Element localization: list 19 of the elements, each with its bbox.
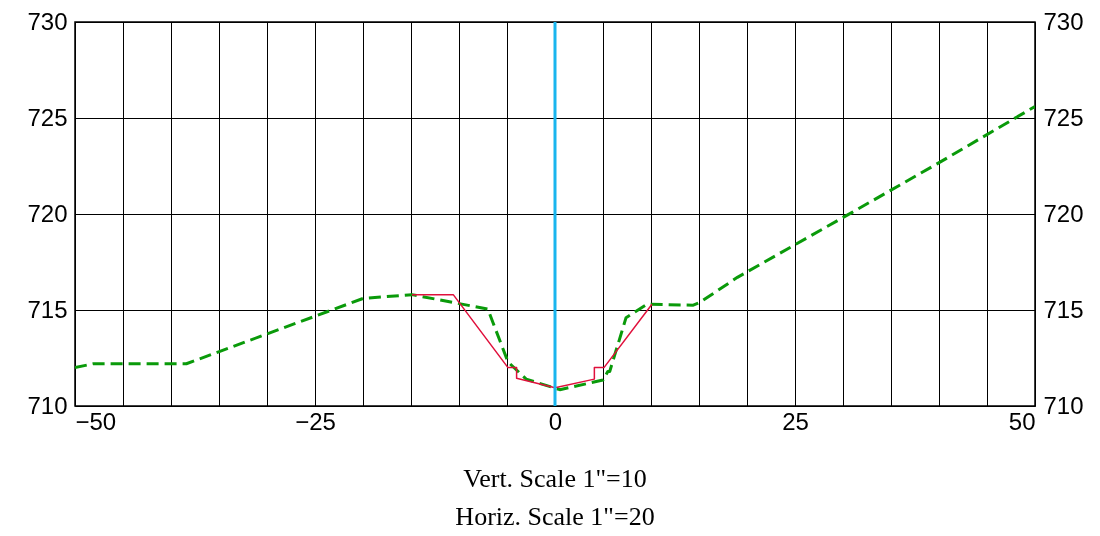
x-tick-label: −50	[75, 407, 117, 435]
y2-tick-label: 710	[1043, 391, 1084, 419]
y-tick-label: 720	[27, 199, 68, 227]
x-tick-label: 25	[782, 407, 809, 435]
y-tick-label: 725	[27, 103, 68, 131]
line-series	[75, 104, 1035, 392]
y2-tick-label: 715	[1043, 295, 1084, 323]
y-tick-label: 715	[27, 295, 68, 323]
x-tick-label: 50	[1008, 407, 1036, 435]
y-tick-label: 710	[27, 391, 68, 419]
line-series	[411, 293, 653, 389]
y-tick-label: 730	[27, 7, 68, 35]
text: Horiz. Scale 1"=20	[455, 502, 655, 531]
text: Vert. Scale 1"=10	[463, 464, 647, 493]
x-tick-label: −25	[295, 407, 336, 435]
y2-tick-label: 725	[1043, 103, 1084, 131]
y2-tick-label: 720	[1043, 199, 1084, 227]
y2-tick-label: 730	[1043, 7, 1084, 35]
x-tick-label: 0	[548, 407, 563, 435]
